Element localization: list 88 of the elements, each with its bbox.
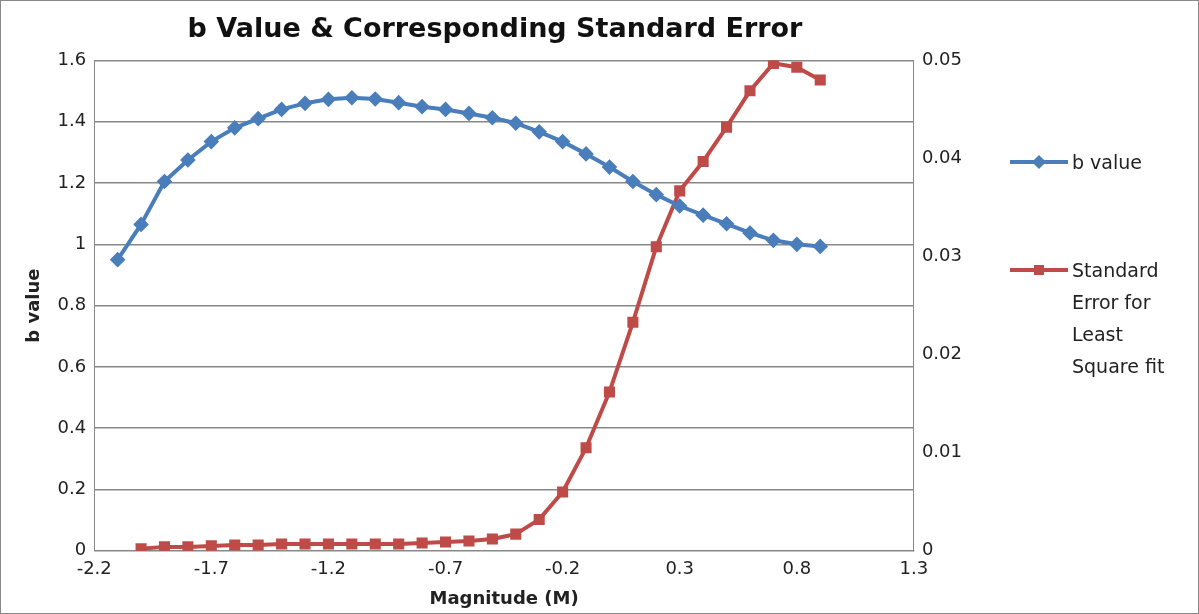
point — [204, 134, 219, 149]
point — [299, 538, 311, 550]
point — [158, 541, 171, 551]
y-tick-label: 1.2 — [57, 170, 87, 192]
point — [791, 61, 803, 73]
point — [719, 216, 734, 231]
y2-tick-label: 0.02 — [921, 342, 962, 364]
point — [696, 208, 711, 223]
point — [134, 217, 149, 232]
point — [322, 538, 334, 550]
legend-label: Standard Error for Least Square fit — [1072, 258, 1166, 379]
point — [463, 535, 475, 547]
point — [627, 316, 639, 328]
point — [767, 60, 779, 69]
point — [298, 96, 313, 111]
point — [557, 486, 569, 498]
chart-title: b Value & Corresponding Standard Error — [187, 12, 804, 44]
point — [603, 386, 615, 398]
point — [766, 233, 781, 248]
y2-tick-label: 0.03 — [921, 244, 962, 266]
point — [721, 121, 733, 133]
point — [555, 134, 570, 149]
x-tick-label: 0.3 — [665, 557, 695, 579]
point — [532, 124, 547, 139]
point — [180, 153, 195, 168]
point — [439, 536, 452, 548]
point — [416, 537, 428, 549]
point — [579, 146, 594, 161]
y-tick-label: 1.4 — [57, 109, 87, 131]
point — [157, 174, 172, 189]
point — [391, 95, 406, 110]
x-tick-label: -0.7 — [427, 557, 464, 579]
point — [182, 541, 194, 551]
point — [229, 539, 241, 551]
y2-tick-label: 0.04 — [921, 146, 962, 168]
point — [344, 90, 359, 105]
point — [697, 155, 709, 167]
legend-label: b value — [1072, 150, 1142, 175]
y-tick-label: 1 — [74, 231, 87, 253]
point — [533, 513, 545, 525]
y-axis-title: b value — [22, 268, 44, 343]
point — [393, 538, 405, 550]
x-tick-label: -1.2 — [310, 557, 346, 579]
point — [368, 92, 383, 107]
x-tick-label: -0.2 — [545, 557, 581, 579]
x-tick-label: -2.2 — [76, 557, 112, 579]
point — [672, 198, 687, 213]
point — [227, 120, 242, 135]
x-tick-label: 0.8 — [782, 557, 812, 579]
y-tick-label: 1.6 — [57, 48, 87, 70]
point — [649, 187, 664, 202]
point — [486, 533, 498, 545]
point — [274, 102, 289, 117]
point — [346, 538, 358, 550]
point — [510, 528, 522, 540]
point — [415, 99, 430, 114]
point — [461, 106, 476, 121]
point — [251, 111, 266, 126]
point — [580, 442, 592, 454]
point — [252, 539, 264, 551]
point — [205, 540, 217, 551]
x-axis-title: Magnitude (M) — [429, 586, 579, 608]
y-tick-label: 0.4 — [57, 415, 87, 437]
y2-tick-label: 0.01 — [921, 440, 962, 462]
point — [674, 185, 686, 197]
point — [438, 102, 453, 117]
y-tick-label: 0.8 — [57, 293, 87, 315]
point — [321, 92, 336, 107]
x-tick-label: 1.3 — [899, 557, 929, 579]
point — [625, 174, 640, 189]
point — [742, 225, 757, 240]
y-tick-label: 0.2 — [57, 477, 87, 499]
point — [110, 252, 125, 267]
point — [789, 237, 804, 252]
point — [813, 239, 828, 254]
point — [369, 538, 381, 550]
point — [744, 85, 756, 97]
point — [650, 241, 662, 253]
y2-tick-label: 0.05 — [921, 48, 962, 70]
y-tick-label: 0 — [74, 538, 87, 560]
y2-tick-label: 0 — [921, 538, 934, 560]
point — [485, 110, 500, 125]
y-tick-label: 0.6 — [57, 354, 87, 376]
point — [602, 160, 617, 175]
point — [814, 74, 826, 86]
point — [508, 116, 523, 131]
point — [276, 538, 288, 550]
x-tick-label: -1.7 — [193, 557, 229, 579]
